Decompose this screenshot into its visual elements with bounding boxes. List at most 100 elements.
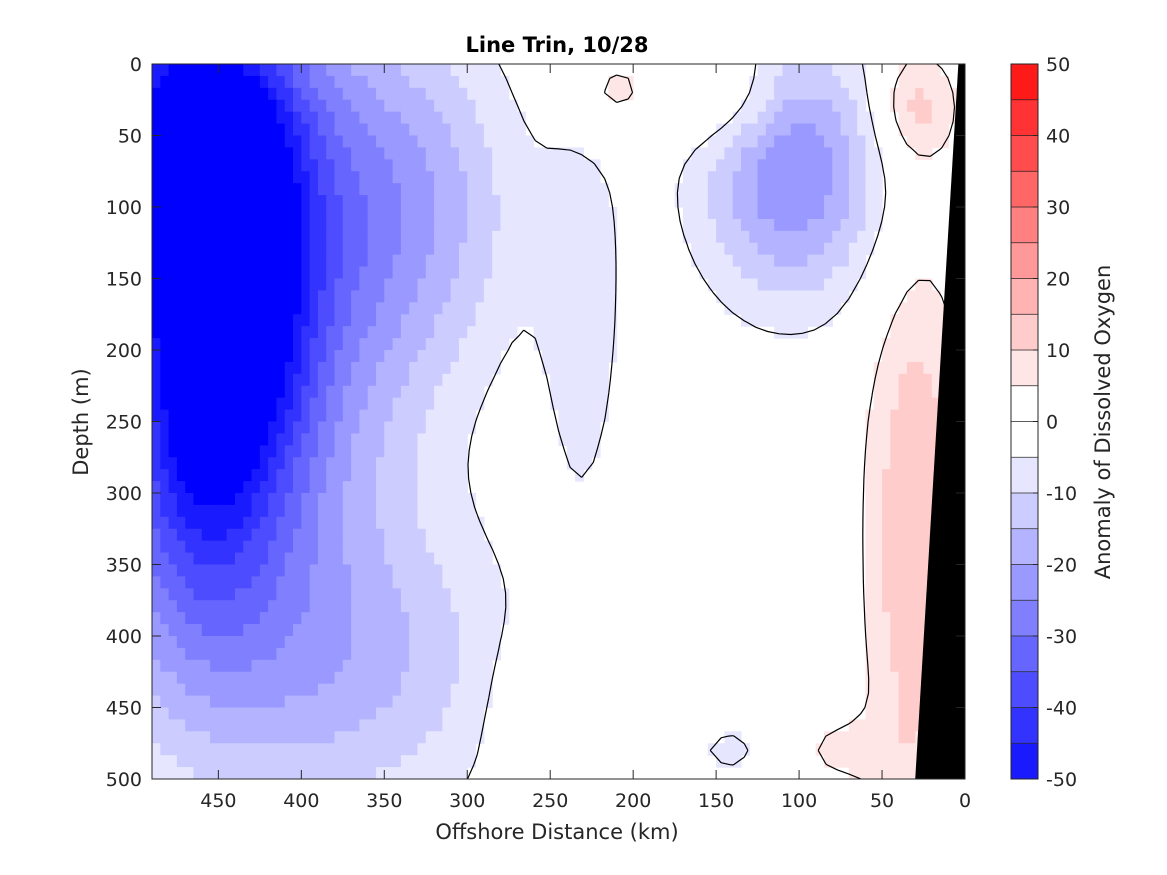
field-cell [865,683,875,697]
field-cell [566,373,576,387]
field-cell [906,624,916,637]
field-cell [309,373,319,387]
field-cell [409,207,419,220]
field-cell [193,636,203,649]
field-cell [359,528,369,542]
field-cell [425,755,435,768]
field-cell [707,254,717,268]
field-cell [210,683,219,697]
field-cell [226,528,236,542]
field-cell [492,242,502,256]
field-cell [400,135,410,149]
field-cell [243,254,253,268]
field-cell [898,361,908,375]
field-cell [873,504,883,518]
field-cell [508,171,518,184]
field-cell [152,147,161,160]
field-cell [450,528,460,542]
field-cell [342,242,352,256]
field-cell [458,564,468,578]
field-cell [210,707,219,721]
field-cell [160,409,170,423]
x-tick-label: 150 [698,790,734,812]
field-cell [317,695,327,709]
field-cell [898,683,908,697]
field-cell [409,600,419,613]
field-cell [201,516,211,530]
field-cell [898,588,908,601]
field-cell [201,397,211,411]
field-cell [152,528,161,542]
field-cell [375,504,385,518]
field-cell [185,612,195,625]
field-cell [210,159,219,172]
field-cell [575,433,584,446]
field-cell [417,528,427,542]
field-cell [201,588,211,601]
field-cell [259,493,269,506]
field-cell [724,195,734,208]
field-cell [176,528,186,542]
field-cell [359,218,369,232]
field-cell [234,123,244,137]
field-cell [334,135,344,149]
field-cell [575,385,584,399]
field-cell [317,218,327,232]
field-cell [890,576,900,589]
field-cell [193,338,203,351]
field-cell [450,385,460,399]
field-cell [293,659,302,673]
field-cell [375,528,385,542]
field-cell [832,159,842,172]
field-cell [384,636,394,649]
field-cell [865,469,875,482]
field-cell [259,457,269,470]
field-cell [608,326,618,339]
field-cell [334,743,344,756]
field-cell [234,564,244,578]
field-cell [193,278,203,292]
field-cell [492,111,502,125]
field-cell [915,314,925,327]
field-cell [458,743,468,756]
field-cell [301,719,311,732]
field-cell [375,397,385,411]
field-cell [342,218,352,232]
y-tick-label: 150 [106,269,142,291]
field-cell [210,469,219,482]
colorbar-band [1011,135,1038,172]
field-cell [268,493,278,506]
field-cell [351,171,360,184]
field-cell [906,719,916,732]
field-cell [309,600,319,613]
field-cell [691,195,701,208]
field-cell [160,266,170,280]
field-cell [226,147,236,160]
field-cell [392,469,402,482]
field-cell [417,659,427,673]
field-cell [409,540,419,554]
field-cell [865,755,875,768]
field-cell [583,183,593,196]
colorbar-tick-label: 30 [1046,197,1070,219]
field-cell [268,755,278,768]
field-cell [234,278,244,292]
field-cell [425,254,435,268]
field-cell [193,123,203,137]
field-cell [906,64,916,77]
field-cell [284,326,294,339]
field-cell [259,195,269,208]
field-cell [268,99,278,113]
field-cell [492,350,502,363]
field-cell [583,207,593,220]
field-cell [392,385,402,399]
field-cell [351,636,360,649]
field-cell [168,493,178,506]
field-cell [823,75,833,89]
field-cell [384,254,394,268]
field-cell [234,195,244,208]
field-cell [724,254,734,268]
field-cell [351,361,360,375]
field-cell [517,218,526,232]
field-cell [467,528,477,542]
